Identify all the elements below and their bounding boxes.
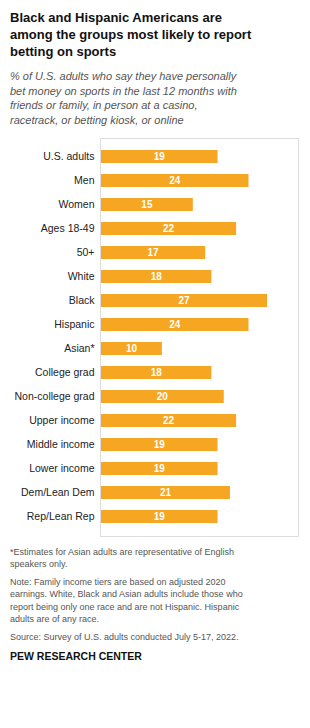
svg-text:Black: Black — [69, 294, 95, 306]
svg-text:17: 17 — [148, 247, 160, 258]
svg-text:Upper income: Upper income — [29, 414, 95, 426]
svg-text:24: 24 — [169, 319, 181, 330]
svg-text:22: 22 — [163, 415, 175, 426]
html-text:Note: Family income tiers are: Note: Family income tiers are based on a… — [10, 577, 243, 624]
html-text:*Estimates for Asian adults ar: *Estimates for Asian adults are represen… — [10, 547, 235, 570]
svg-text:15: 15 — [141, 199, 153, 210]
svg-text:24: 24 — [169, 175, 181, 186]
svg-text:Non-college grad: Non-college grad — [15, 390, 95, 402]
svg-text:19: 19 — [154, 511, 166, 522]
svg-text:18: 18 — [151, 271, 163, 282]
svg-text:Men: Men — [74, 174, 95, 186]
svg-text:20: 20 — [157, 391, 169, 402]
svg-text:19: 19 — [154, 463, 166, 474]
svg-text:Asian*: Asian* — [64, 342, 94, 354]
svg-text:Ages 18-49: Ages 18-49 — [41, 222, 95, 234]
svg-text:U.S. adults: U.S. adults — [43, 150, 94, 162]
svg-text:19: 19 — [154, 439, 166, 450]
svg-text:50+: 50+ — [77, 246, 95, 258]
svg-text:Lower income: Lower income — [29, 462, 95, 474]
svg-text:22: 22 — [163, 223, 175, 234]
svg-text:Dem/Lean Dem: Dem/Lean Dem — [21, 486, 95, 498]
svg-text:21: 21 — [160, 487, 172, 498]
html-text:% of U.S. adults who say they: % of U.S. adults who say they have perso… — [10, 69, 237, 127]
svg-text:Middle income: Middle income — [27, 438, 95, 450]
svg-text:18: 18 — [151, 367, 163, 378]
svg-text:27: 27 — [178, 295, 190, 306]
svg-text:19: 19 — [154, 151, 166, 162]
html-text:PEW RESEARCH CENTER: PEW RESEARCH CENTER — [10, 650, 142, 662]
svg-text:10: 10 — [126, 343, 138, 354]
svg-text:College grad: College grad — [35, 366, 95, 378]
svg-text:Women: Women — [59, 198, 95, 210]
svg-text:White: White — [68, 270, 95, 282]
svg-text:Rep/Lean Rep: Rep/Lean Rep — [27, 510, 95, 522]
html-text:Black and Hispanic Americans a: Black and Hispanic Americans are among t… — [10, 10, 252, 59]
html-text:Source: Survey of U.S. adults: Source: Survey of U.S. adults conducted … — [10, 631, 239, 642]
svg-text:Hispanic: Hispanic — [54, 318, 94, 330]
